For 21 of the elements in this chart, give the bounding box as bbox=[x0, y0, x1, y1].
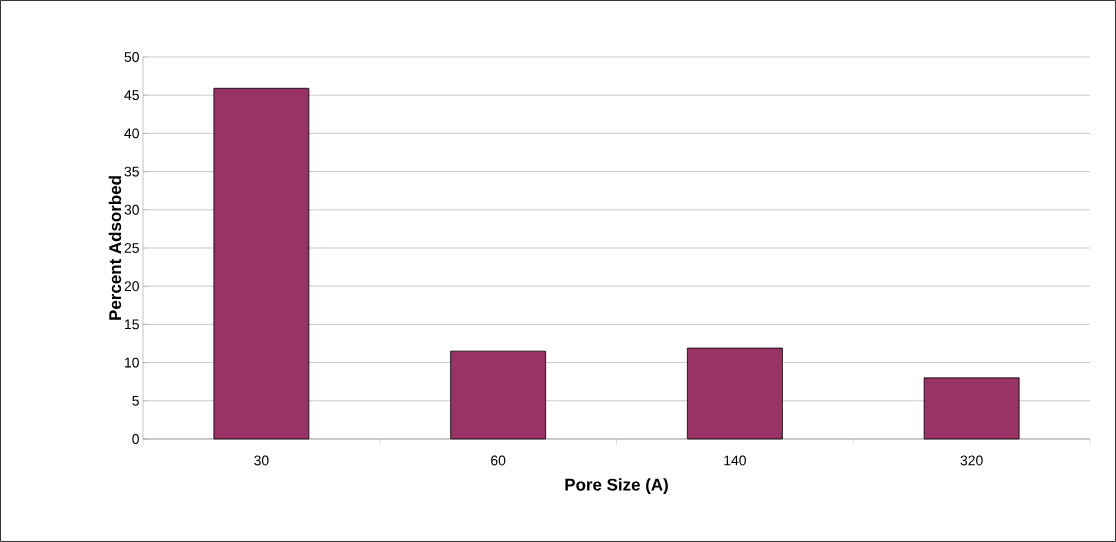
x-tick-label: 60 bbox=[491, 455, 506, 466]
y-tick-label: 45 bbox=[124, 90, 139, 101]
y-tick-label: 35 bbox=[124, 166, 139, 177]
y-tick-label: 0 bbox=[132, 434, 139, 444]
y-tick-label: 30 bbox=[124, 204, 139, 215]
y-tick-label: 20 bbox=[124, 281, 139, 292]
y-tick-label: 40 bbox=[124, 128, 139, 139]
y-axis-title: Percent Adsorbed bbox=[108, 176, 122, 320]
y-tick-label: 5 bbox=[132, 395, 139, 406]
x-axis-title: Pore Size (A) bbox=[565, 478, 668, 495]
y-tick-label: 10 bbox=[125, 357, 139, 368]
bar bbox=[213, 87, 310, 440]
x-tick-label: 320 bbox=[960, 455, 983, 466]
x-tick-label: 140 bbox=[724, 455, 746, 466]
y-tick-label: 15 bbox=[125, 319, 139, 330]
y-tick-label: 25 bbox=[124, 243, 139, 253]
x-tick-label: 30 bbox=[254, 455, 269, 466]
bar bbox=[923, 377, 1020, 440]
bar bbox=[686, 347, 783, 440]
bar bbox=[450, 350, 547, 440]
y-tick-label: 50 bbox=[124, 52, 139, 62]
